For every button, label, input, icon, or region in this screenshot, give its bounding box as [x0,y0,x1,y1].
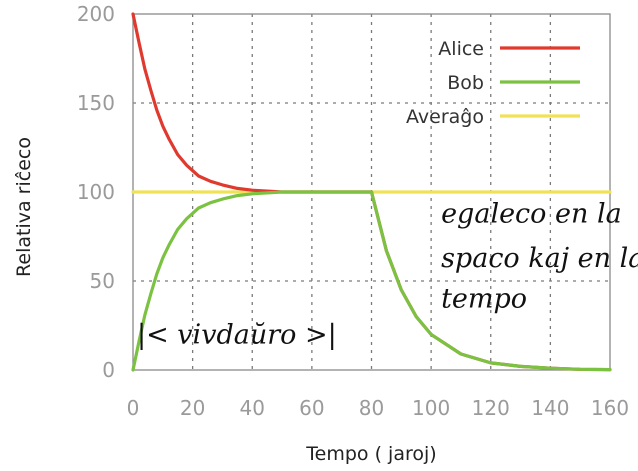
y-tick-label-150: 150 [77,91,115,115]
x-tick-label-0: 0 [127,396,140,420]
x-tick-label-100: 100 [412,396,450,420]
x-tick-label-160: 160 [591,396,629,420]
x-tick-label-20: 20 [180,396,205,420]
x-tick-label-140: 140 [531,396,569,420]
x-tick-label-40: 40 [240,396,265,420]
x-tick-label-80: 80 [359,396,384,420]
y-tick-label-200: 200 [77,2,115,26]
tick-labels: 0 20 40 60 80 100 120 140 160 0 50 100 150 200 [77,2,629,420]
y-tick-label-0: 0 [102,358,115,382]
x-tick-label-120: 120 [472,396,510,420]
y-tick-label-50: 50 [90,269,115,293]
y-tick-label-100: 100 [77,180,115,204]
legend-label-alice: Alice [438,38,484,60]
x-tick-label-60: 60 [299,396,324,420]
x-axis-label: Tempo ( jaroj) [305,443,436,465]
annotation-2: tempo [441,284,527,315]
series-line-bob [131,190,612,372]
annotations: egaleco en la spaco kaj en la tempo |< vivd… [137,198,638,350]
annotation-0: egaleco en la [441,198,622,229]
y-axis-label: Relativa riĉeco [13,137,35,277]
series-lines [131,12,612,372]
legend-label-averaĝo: Averaĝo [406,106,484,128]
annotation-1: spaco kaj en la [441,243,638,274]
legend-label-bob: Bob [447,72,484,94]
legend: Alice Bob Averaĝo [406,38,580,128]
annotation-3: |< vivdaŭro >| [137,319,337,350]
